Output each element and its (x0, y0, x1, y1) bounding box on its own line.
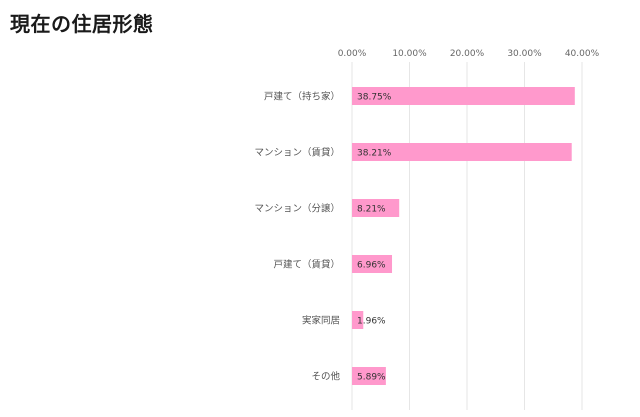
x-tick-label: 30.00% (507, 49, 542, 59)
bar (352, 255, 393, 273)
category-label: その他 (311, 371, 340, 383)
bar (352, 367, 386, 385)
category-label: 戸建て（賃貸） (273, 259, 340, 271)
data-label: 6.96% (357, 261, 386, 271)
category-label: 戸建て（持ち家） (264, 91, 340, 103)
chart-title: 現在の住居形態 (10, 12, 154, 36)
data-label: 38.75% (357, 93, 392, 103)
category-label: マンション（分譲） (254, 203, 340, 215)
x-tick-label: 0.00% (338, 49, 367, 59)
data-label: 5.89% (357, 373, 386, 383)
category-label: マンション（賃貸） (254, 147, 340, 159)
x-tick-label: 40.00% (565, 49, 600, 59)
data-label: 1.96% (357, 317, 386, 327)
x-tick-label: 10.00% (392, 49, 427, 59)
bar (352, 87, 575, 105)
category-label: 実家同居 (302, 315, 340, 327)
x-tick-label: 20.00% (450, 49, 485, 59)
bar (352, 311, 364, 329)
data-label: 38.21% (357, 149, 392, 159)
data-label: 8.21% (357, 205, 386, 215)
bar (352, 199, 400, 217)
bar (352, 143, 572, 161)
